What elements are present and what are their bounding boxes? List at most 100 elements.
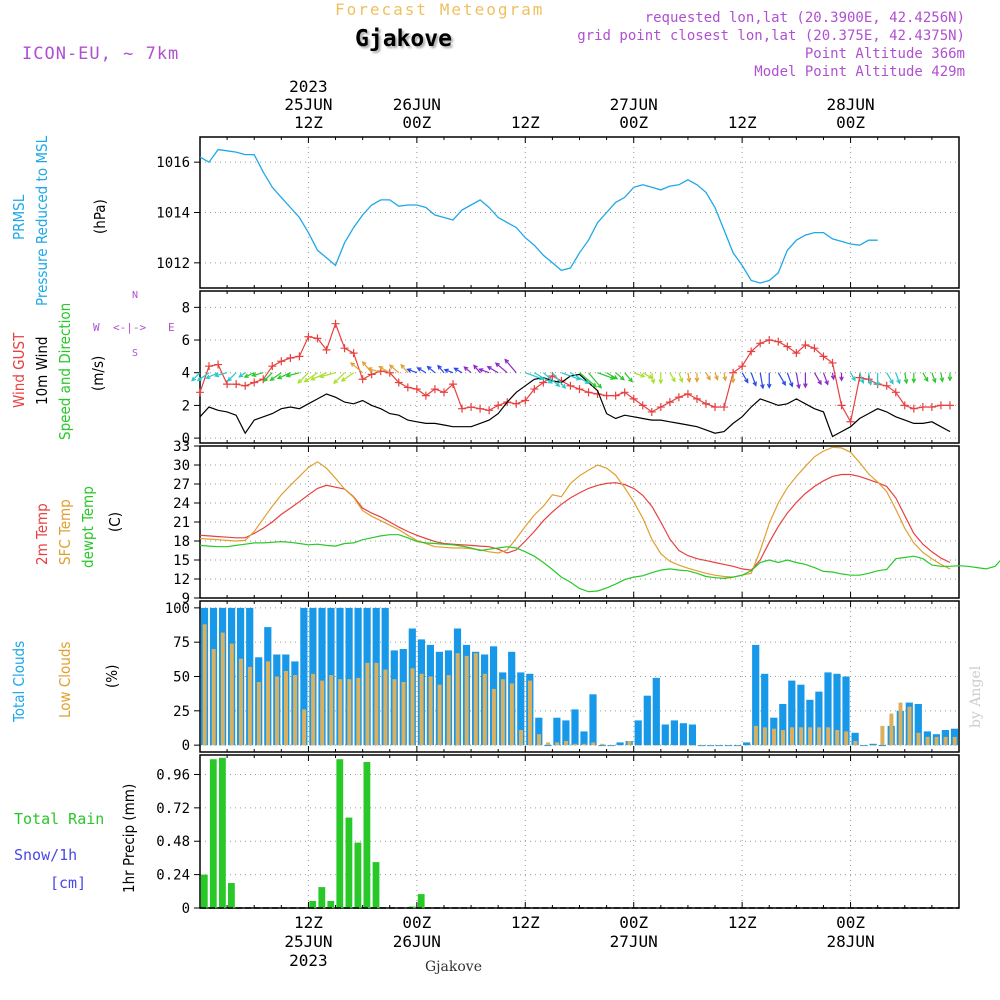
top-axis-hour-4: 12Z xyxy=(728,113,757,132)
wind-arrow-82 xyxy=(939,372,945,383)
ytick-label-0-0: 1012 xyxy=(156,256,190,272)
rain-bar-19 xyxy=(372,862,380,908)
wind-arrow-16 xyxy=(333,372,345,385)
wind-arrow-49 xyxy=(642,372,654,379)
wind-arrow-72 xyxy=(850,372,856,382)
gust-marker-18 xyxy=(358,375,367,384)
low-cloud-bar-21 xyxy=(392,679,397,746)
wind-arrow-head-9 xyxy=(269,376,275,382)
wind-arrow-head-83 xyxy=(947,376,953,382)
wind-arrow-head-59 xyxy=(730,378,736,384)
rain-label: Total Rain xyxy=(14,810,105,828)
gust-marker-12 xyxy=(304,332,313,341)
gust-marker-47 xyxy=(620,388,629,397)
total-cloud-bar-70 xyxy=(833,673,841,746)
low-cloud-bar-47 xyxy=(627,741,632,746)
ytick-label-4-2: 0.48 xyxy=(156,834,190,850)
gust-marker-35 xyxy=(512,399,521,408)
wind-arrow-shaft-11 xyxy=(286,372,300,377)
low-cloud-bar-77 xyxy=(898,702,903,746)
total-cloud-bar-48 xyxy=(634,720,642,746)
gust-marker-11 xyxy=(295,352,304,361)
footer-location: Gjakove xyxy=(425,959,482,975)
wind-arrow-head-37 xyxy=(547,379,554,384)
gust-marker-42 xyxy=(575,385,584,394)
bottom-axis-date-0: 25JUN xyxy=(284,932,332,951)
total-cloud-bar-79 xyxy=(914,704,922,746)
total-cloud-bar-15 xyxy=(336,607,344,746)
low-cloud-bar-27 xyxy=(446,675,451,746)
low-cloud-bar-67 xyxy=(808,727,813,746)
wind-arrow-head-68 xyxy=(817,380,822,386)
total-cloud-bar-68 xyxy=(815,691,823,746)
wind-arrow-head-1 xyxy=(196,376,202,382)
low-cloud-bar-70 xyxy=(835,730,840,746)
low-cloud-bar-58 xyxy=(726,745,731,746)
wind-arrow-head-10 xyxy=(276,374,283,380)
wind-arrow-head-19 xyxy=(361,360,367,367)
wind-arrow-5 xyxy=(238,372,246,378)
wind-arrow-shaft-16 xyxy=(333,372,345,384)
wind-arrow-59 xyxy=(730,372,736,384)
wind-arrow-head-64 xyxy=(781,380,786,386)
compass-north: N xyxy=(132,290,139,301)
wind-arrow-31 xyxy=(473,364,481,374)
grid-point-coords: grid point closest lon,lat (20.375E, 42.… xyxy=(577,28,965,44)
gust-marker-83 xyxy=(945,401,954,410)
low-cloud-bar-17 xyxy=(356,677,361,746)
gust-marker-9 xyxy=(277,357,286,366)
bottom-axis-year-0: 2023 xyxy=(289,951,328,970)
gust-marker-65 xyxy=(783,342,792,351)
wind-arrow-shaft-73 xyxy=(859,372,864,384)
wind-arrow-head-63 xyxy=(766,383,772,389)
low-cloud-bar-65 xyxy=(790,727,794,746)
wind-arrow-shaft-26 xyxy=(427,366,436,374)
wind-arrow-shaft-72 xyxy=(850,372,856,381)
wind-arrow-64 xyxy=(777,372,786,386)
wind-arrow-48 xyxy=(633,372,646,378)
wind-arrow-41 xyxy=(570,372,590,384)
wind-arrow-shaft-39 xyxy=(551,372,566,389)
gust-marker-62 xyxy=(756,339,765,348)
low-cloud-bar-11 xyxy=(302,709,307,746)
low-cloud-bar-54 xyxy=(690,745,695,746)
gust-marker-0 xyxy=(196,388,204,397)
wind-arrow-head-61 xyxy=(752,381,757,387)
wind-arrow-head-62 xyxy=(760,384,765,390)
compass-arrows: <-|-> xyxy=(113,321,147,334)
gust-marker-28 xyxy=(449,380,457,389)
wind-arrow-shaft-74 xyxy=(868,372,872,385)
wind-arrow-shaft-12 xyxy=(297,372,309,384)
wind-arrow-shaft-34 xyxy=(495,362,508,374)
total-cloud-bar-64 xyxy=(779,704,787,746)
low-cloud-bar-25 xyxy=(428,676,433,746)
wind-arrow-head-23 xyxy=(400,363,406,369)
total-cloud-bar-75 xyxy=(878,745,886,747)
low-cloud-bar-41 xyxy=(573,743,578,746)
total-cloud-bar-38 xyxy=(544,745,552,747)
ytick-label-1-3: 6 xyxy=(182,333,190,349)
total-cloud-bar-74 xyxy=(869,743,877,746)
wind-arrow-shaft-18 xyxy=(350,362,364,374)
wind-arrow-shaft-69 xyxy=(822,372,829,385)
low-cloud-bar-4 xyxy=(238,658,243,746)
wind-arrow-7 xyxy=(251,372,264,378)
wind-arrow-51 xyxy=(658,372,664,385)
low-cloud-bar-43 xyxy=(591,742,596,746)
bottom-axis-hour-3: 00Z xyxy=(619,913,648,932)
wind-arrow-head-51 xyxy=(658,379,664,385)
wind-arrow-23 xyxy=(400,363,409,374)
wind-arrow-shaft-45 xyxy=(606,372,618,380)
gust-marker-17 xyxy=(349,349,358,358)
wind-arrow-37 xyxy=(534,372,554,384)
wind-arrow-63 xyxy=(766,372,772,389)
wind-arrow-45 xyxy=(606,372,619,380)
wind-arrow-1 xyxy=(196,372,210,382)
wind-arrow-shaft-64 xyxy=(777,372,786,386)
wind-arrow-head-80 xyxy=(923,377,929,383)
top-axis-year-0: 2023 xyxy=(289,77,328,96)
low-cloud-bar-82 xyxy=(943,736,948,746)
wind-arrow-head-26 xyxy=(426,365,432,371)
wind-arrow-head-49 xyxy=(648,374,654,379)
wind-arrow-shaft-56 xyxy=(705,372,711,380)
